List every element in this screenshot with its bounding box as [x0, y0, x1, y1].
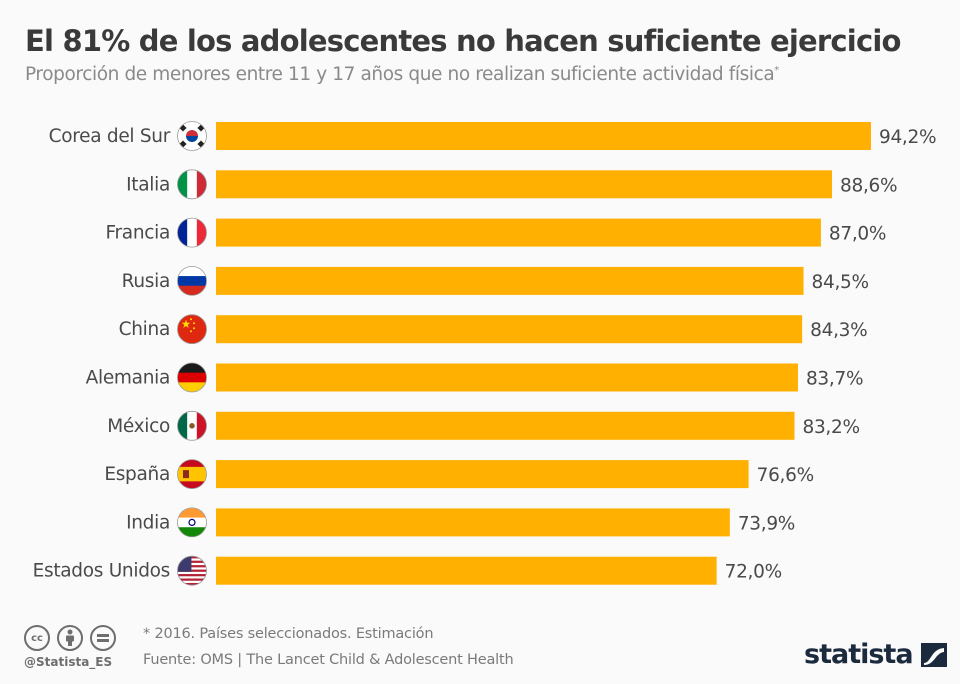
value-label: 88,6% — [840, 175, 897, 196]
bar-row: Corea del Sur 94,2% — [49, 121, 937, 151]
social-handle[interactable]: @Statista_ES — [24, 655, 113, 669]
source-text: Fuente: OMS | The Lancet Child & Adolesc… — [143, 652, 514, 668]
value-label: 83,2% — [802, 417, 859, 438]
bar — [216, 460, 749, 489]
bar-row: Alemania 83,7% — [86, 362, 864, 393]
bar — [216, 411, 795, 440]
value-label: 84,5% — [812, 272, 869, 293]
france-flag-icon — [177, 217, 207, 248]
category-label: España — [104, 464, 170, 485]
category-label: Rusia — [122, 271, 170, 292]
bar — [216, 170, 833, 199]
bar-row: México 83,2% — [107, 410, 860, 441]
footnote: * 2016. Países seleccionados. Estimación — [143, 626, 434, 642]
statista-logo[interactable]: statista — [804, 639, 947, 670]
chart-subtitle: Proporción de menores entre 11 y 17 años… — [25, 64, 779, 85]
license-icons: cc — [24, 625, 116, 651]
bar — [216, 266, 804, 295]
bar-row: China 84,3% — [119, 314, 868, 345]
subtitle-footnote-mark: * — [774, 64, 779, 76]
category-label: Francia — [105, 223, 170, 244]
value-label: 73,9% — [738, 513, 795, 534]
category-label: China — [119, 319, 170, 340]
italy-flag-icon — [177, 169, 207, 200]
india-flag-icon — [177, 507, 207, 538]
subtitle-text: Proporción de menores entre 11 y 17 años… — [25, 64, 775, 85]
value-label: 72,0% — [725, 562, 782, 583]
creative-commons-icon: cc — [24, 625, 50, 651]
attribution-icon — [57, 625, 83, 651]
no-derivatives-icon — [90, 625, 116, 651]
bar-chart: Corea del Sur 94,2% Italia 88,6% Francia 87,0… — [33, 121, 937, 586]
category-label: México — [107, 416, 170, 437]
statista-logo-icon — [920, 642, 947, 667]
category-label: Italia — [126, 174, 170, 195]
bar-row: India 73,9% — [126, 507, 795, 538]
bar — [216, 508, 730, 537]
bar-row: Francia 87,0% — [105, 217, 886, 248]
chart-title: El 81% de los adolescentes no hacen sufi… — [25, 24, 901, 58]
mexico-flag-icon — [177, 410, 207, 441]
bar — [216, 315, 803, 344]
value-label: 76,6% — [757, 465, 814, 486]
value-label: 94,2% — [879, 127, 936, 148]
category-label: Corea del Sur — [49, 126, 171, 147]
value-label: 87,0% — [829, 224, 886, 245]
category-label: Estados Unidos — [33, 561, 170, 582]
bar — [216, 363, 798, 392]
south-korea-flag-icon — [177, 121, 207, 151]
value-label: 83,7% — [806, 369, 863, 390]
china-flag-icon — [177, 314, 207, 345]
russia-flag-icon — [177, 265, 207, 296]
bar-row: España 76,6% — [104, 459, 814, 490]
bar-row: Estados Unidos 72,0% — [33, 555, 782, 586]
bar — [216, 122, 871, 150]
bar-row: Italia 88,6% — [126, 169, 898, 200]
category-label: India — [126, 512, 170, 533]
category-label: Alemania — [86, 368, 170, 389]
statista-wordmark: statista — [804, 639, 914, 670]
bar — [216, 556, 717, 585]
spain-flag-icon — [177, 459, 207, 490]
bar — [216, 218, 821, 247]
usa-flag-icon — [177, 555, 207, 586]
germany-flag-icon — [177, 362, 207, 393]
value-label: 84,3% — [810, 320, 867, 341]
bar-row: Rusia 84,5% — [122, 265, 869, 296]
